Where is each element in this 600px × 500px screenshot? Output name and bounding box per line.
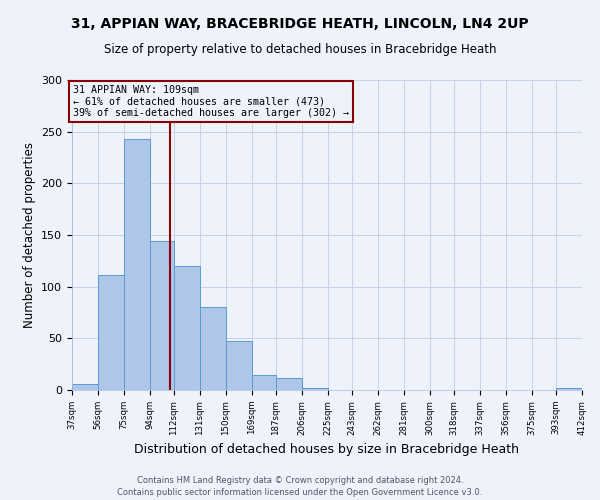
- Text: Contains HM Land Registry data © Crown copyright and database right 2024.: Contains HM Land Registry data © Crown c…: [137, 476, 463, 485]
- Text: 31 APPIAN WAY: 109sqm
← 61% of detached houses are smaller (473)
39% of semi-det: 31 APPIAN WAY: 109sqm ← 61% of detached …: [73, 85, 349, 118]
- Bar: [302, 388, 328, 390]
- Bar: [276, 378, 302, 390]
- Text: Size of property relative to detached houses in Bracebridge Heath: Size of property relative to detached ho…: [104, 42, 496, 56]
- Bar: [251, 374, 276, 390]
- Bar: [72, 384, 98, 390]
- Text: Contains public sector information licensed under the Open Government Licence v3: Contains public sector information licen…: [118, 488, 482, 497]
- Text: 31, APPIAN WAY, BRACEBRIDGE HEATH, LINCOLN, LN4 2UP: 31, APPIAN WAY, BRACEBRIDGE HEATH, LINCO…: [71, 18, 529, 32]
- Bar: [226, 342, 251, 390]
- Bar: [149, 241, 174, 390]
- Bar: [556, 388, 582, 390]
- Bar: [98, 276, 124, 390]
- Bar: [200, 308, 226, 390]
- Bar: [124, 139, 149, 390]
- Bar: [174, 266, 200, 390]
- X-axis label: Distribution of detached houses by size in Bracebridge Heath: Distribution of detached houses by size …: [134, 443, 520, 456]
- Y-axis label: Number of detached properties: Number of detached properties: [23, 142, 35, 328]
